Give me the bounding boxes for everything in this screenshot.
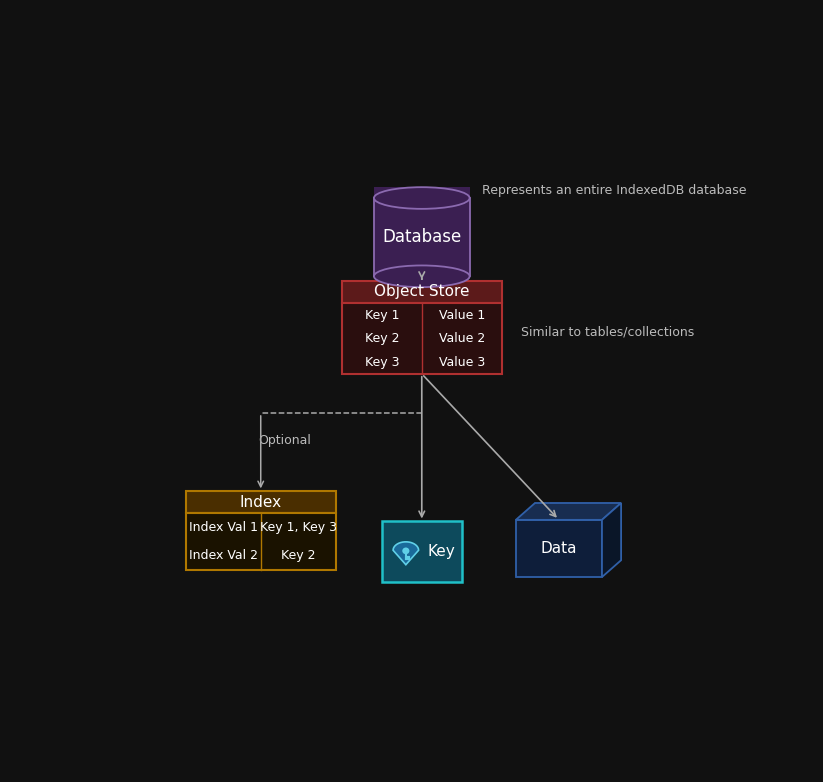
- Text: Data: Data: [541, 541, 577, 556]
- Text: Object Store: Object Store: [374, 285, 470, 300]
- Bar: [382, 522, 462, 582]
- Text: Key 3: Key 3: [365, 356, 399, 368]
- Text: Value 3: Value 3: [439, 356, 485, 368]
- Bar: [374, 187, 470, 276]
- Text: Represents an entire IndexedDB database: Represents an entire IndexedDB database: [482, 184, 747, 197]
- Text: Key 2: Key 2: [365, 332, 399, 345]
- Text: Key 2: Key 2: [281, 549, 315, 562]
- Polygon shape: [393, 542, 419, 565]
- Text: Similar to tables/collections: Similar to tables/collections: [521, 325, 694, 338]
- Text: Index Val 1: Index Val 1: [188, 521, 258, 533]
- Bar: [342, 281, 501, 303]
- Text: Optional: Optional: [258, 433, 311, 447]
- Bar: [186, 491, 336, 513]
- Text: Value 1: Value 1: [439, 309, 485, 321]
- Polygon shape: [602, 503, 621, 577]
- Polygon shape: [516, 503, 621, 520]
- Bar: [342, 303, 501, 374]
- Bar: [186, 513, 336, 569]
- Text: Value 2: Value 2: [439, 332, 485, 345]
- Bar: [516, 520, 602, 577]
- Text: Index: Index: [239, 494, 281, 510]
- Text: Key: Key: [427, 544, 455, 559]
- Ellipse shape: [374, 265, 470, 287]
- Ellipse shape: [374, 187, 470, 209]
- Text: Database: Database: [382, 228, 462, 246]
- Text: Index Val 2: Index Val 2: [188, 549, 258, 562]
- Ellipse shape: [402, 547, 409, 554]
- Text: Key 1: Key 1: [365, 309, 399, 321]
- Text: Key 1, Key 3: Key 1, Key 3: [260, 521, 337, 533]
